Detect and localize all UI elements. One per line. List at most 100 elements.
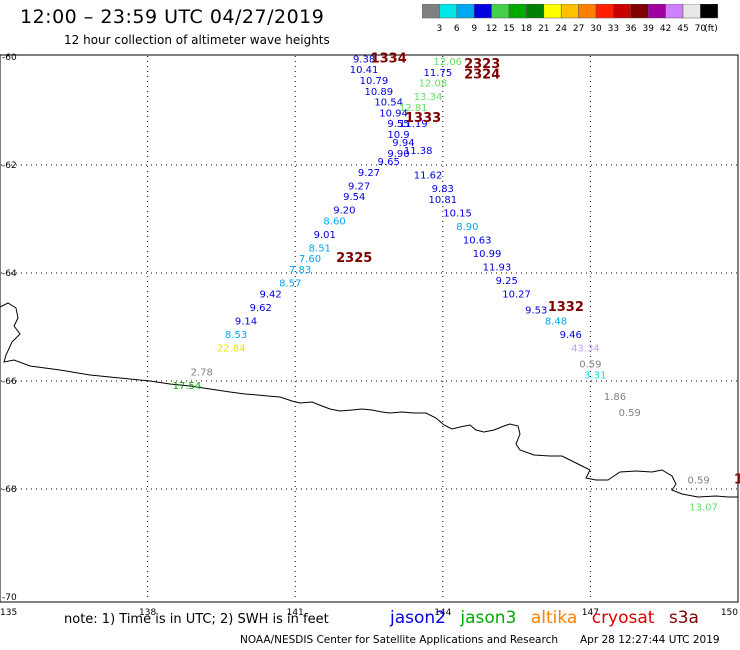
wave-height-value: 9.55 xyxy=(387,119,409,130)
pass-time-label: 2323 xyxy=(464,57,500,72)
legend-s3a: s3a xyxy=(668,608,699,628)
wave-height-value: 7.60 xyxy=(299,254,321,265)
wave-height-value: 0.59 xyxy=(579,360,601,371)
color-scale-label: 24 xyxy=(555,24,567,34)
latitude-tick-label: -68 xyxy=(2,485,17,495)
producer-credit: NOAA/NESDIS Center for Satellite Applica… xyxy=(240,634,558,646)
longitude-tick-label: 150 xyxy=(721,608,738,618)
legend-cryosat: cryosat xyxy=(591,608,655,628)
wave-height-value: 8.51 xyxy=(309,243,331,254)
longitude-tick-label: 144 xyxy=(434,608,451,618)
map-title: 12:00 – 23:59 UTC 04/27/2019 xyxy=(20,6,325,28)
wave-height-value: 8.57 xyxy=(279,279,301,290)
wave-height-value: 9.46 xyxy=(560,330,582,341)
generation-timestamp: Apr 28 12:27:44 UTC 2019 xyxy=(580,634,720,646)
color-scale-label: 45 xyxy=(677,24,688,34)
tick-labels: 135 138 141 144 147 150 -60 -62 -64 -66 -68 -70 xyxy=(0,53,738,618)
wave-height-observations: 9.3810.4110.7910.8910.5410.949.5510.99.9… xyxy=(173,54,718,513)
color-scale-label: 39 xyxy=(642,24,654,34)
wave-height-value: 10.41 xyxy=(350,65,379,76)
wave-height-value: 8.90 xyxy=(456,222,478,233)
pass-time-label: 13 xyxy=(734,473,740,488)
wave-height-value: 8.53 xyxy=(225,330,247,341)
wave-height-value: 10.9 xyxy=(387,130,409,141)
latitude-tick-label: -64 xyxy=(2,269,17,279)
wave-height-value: 9.94 xyxy=(392,138,414,149)
wave-height-value: 10.81 xyxy=(428,195,457,206)
longitude-tick-label: 147 xyxy=(582,608,599,618)
color-scale-label: 9 xyxy=(471,24,477,34)
units-note: note: 1) Time is in UTC; 2) SWH is in fe… xyxy=(64,612,329,627)
wave-height-value: 9.27 xyxy=(348,181,370,192)
wave-height-value: 9.65 xyxy=(378,157,400,168)
latitude-tick-label: -62 xyxy=(2,161,17,171)
wave-height-value: 12.81 xyxy=(399,103,428,114)
legend-jason2: jason2 xyxy=(390,608,446,628)
color-scale-label: 6 xyxy=(454,24,460,34)
wave-height-value: 9.62 xyxy=(250,303,272,314)
graticule xyxy=(1,56,737,601)
color-scale-label: 3 xyxy=(437,24,443,34)
wave-height-value: 11.93 xyxy=(483,262,512,273)
wave-height-value: 13.34 xyxy=(414,92,443,103)
color-swatch xyxy=(700,4,719,19)
color-scale-label: 70 xyxy=(695,24,707,34)
wave-height-value: 11.19 xyxy=(399,119,428,130)
wave-height-value: 11.62 xyxy=(414,171,443,182)
wave-height-value: 8.48 xyxy=(545,316,567,327)
wave-height-value: 9.14 xyxy=(235,316,257,327)
wave-height-value: 9.38 xyxy=(353,54,375,65)
wave-height-value: 9.83 xyxy=(432,184,454,195)
legend-jason3: jason3 xyxy=(460,608,517,628)
wave-height-value: 10.79 xyxy=(360,76,389,87)
wave-height-value: 9.53 xyxy=(525,306,547,317)
color-scale-label: 18 xyxy=(521,24,533,34)
wave-height-value: 10.15 xyxy=(443,208,472,219)
latitude-tick-label: -66 xyxy=(2,377,17,387)
pass-time-label: 2324 xyxy=(464,68,500,83)
longitude-tick-label: 138 xyxy=(139,608,156,618)
wave-height-value: 12.06 xyxy=(433,57,462,68)
color-scale-label: 27 xyxy=(573,24,584,34)
wave-height-value: 17.54 xyxy=(173,381,202,392)
map-subtitle: 12 hour collection of altimeter wave hei… xyxy=(64,33,330,47)
wave-height-value: 13.07 xyxy=(689,503,718,514)
wave-height-value: 10.63 xyxy=(463,235,492,246)
map-frame xyxy=(0,54,739,603)
latitude-tick-label: -60 xyxy=(2,53,17,63)
wave-height-value: 9.54 xyxy=(343,192,365,203)
wave-height-value: 0.59 xyxy=(619,408,641,419)
color-scale-label: 36 xyxy=(625,24,637,34)
wave-height-value: 22.84 xyxy=(217,343,246,354)
pass-time-label: 2325 xyxy=(336,251,372,266)
antarctic-coastline xyxy=(0,302,738,498)
wave-height-value: 10.94 xyxy=(379,108,408,119)
wave-height-value: 7.83 xyxy=(289,265,311,276)
color-scale-label: 21 xyxy=(538,24,549,34)
latitude-tick-label: -70 xyxy=(2,593,17,603)
wave-height-value: 9.27 xyxy=(358,168,380,179)
wave-height-value: 3.31 xyxy=(584,370,606,381)
longitude-tick-label: 141 xyxy=(287,608,304,618)
wave-height-value: 10.89 xyxy=(365,87,394,98)
legend-altika: altika xyxy=(530,608,578,628)
wave-height-value: 9.01 xyxy=(314,230,336,241)
wave-height-value: 2.78 xyxy=(191,368,213,379)
wave-height-value: 9.90 xyxy=(387,149,409,160)
color-scale-label: 30 xyxy=(590,24,602,34)
color-scale-label: 33 xyxy=(608,24,619,34)
color-scale-unit: (ft) xyxy=(704,24,718,34)
longitude-tick-label: 135 xyxy=(0,608,17,618)
wave-height-value: 1.86 xyxy=(604,392,626,403)
wave-height-value: 10.54 xyxy=(374,98,403,109)
wave-height-value: 9.25 xyxy=(496,276,518,287)
pass-time-label: 1333 xyxy=(405,111,441,126)
wave-height-value: 10.99 xyxy=(473,249,502,260)
wave-height-value: 11.75 xyxy=(424,68,453,79)
wave-height-value: 9.20 xyxy=(333,206,355,217)
wave-height-value: 12.08 xyxy=(419,79,448,90)
wave-height-value: 0.59 xyxy=(688,476,710,487)
wave-height-value: 8.60 xyxy=(323,216,345,227)
